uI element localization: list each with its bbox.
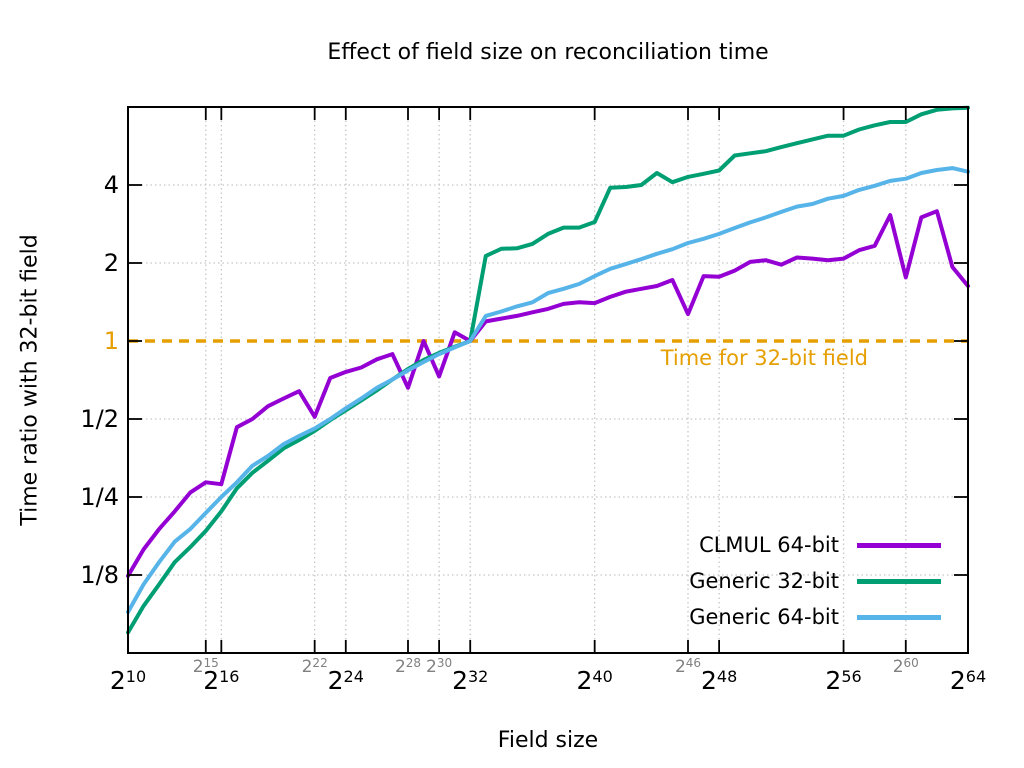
y-tick-label: 4 [103,171,119,199]
series-line-clmul-64-bit [126,209,970,578]
y-tick-label: 1/4 [80,483,119,511]
x-tick-label: 232 [452,666,489,695]
legend-label: Generic 64-bit [689,605,839,629]
x-tick-label: 256 [825,666,862,695]
legend-item: Generic 64-bit [689,599,941,635]
legend-line-sample [857,542,941,548]
x-tick-label: 240 [576,666,613,695]
x-tick-label: 224 [327,666,364,695]
x-tick-label: 215 [192,656,219,677]
x-tick-label: 230 [426,656,453,677]
x-tick-label: 260 [892,656,919,677]
reference-line-label: Time for 32-bit field [660,346,868,370]
x-tick-label: 210 [109,666,147,695]
legend-item: CLMUL 64-bit [689,527,941,563]
plot-border [127,106,969,654]
x-tick-label: 228 [394,656,422,677]
legend-label: CLMUL 64-bit [699,533,839,557]
x-axis-title: Field size [497,728,599,753]
legend-item: Generic 32-bit [689,563,941,599]
series-line-generic-64-bit [126,166,970,614]
x-tick-label: 248 [700,666,738,695]
series-line-generic-32-bit [126,105,970,635]
y-tick-label: 1/2 [80,405,119,433]
x-tick-label: 222 [301,656,328,677]
x-tick-label: 246 [674,656,702,677]
y-tick-label: 1 [103,327,119,355]
legend-line-sample [857,578,941,584]
legend-label: Generic 32-bit [689,569,839,593]
legend: CLMUL 64-bit Generic 32-bit Generic 64-b… [689,527,941,635]
legend-line-sample [857,614,941,620]
chart-title: Effect of field size on reconciliation t… [327,40,769,65]
x-tick-label: 264 [949,666,987,695]
y-tick-label: 1/8 [80,561,119,589]
x-tick-label: 216 [203,666,240,695]
y-tick-label: 2 [103,249,119,277]
